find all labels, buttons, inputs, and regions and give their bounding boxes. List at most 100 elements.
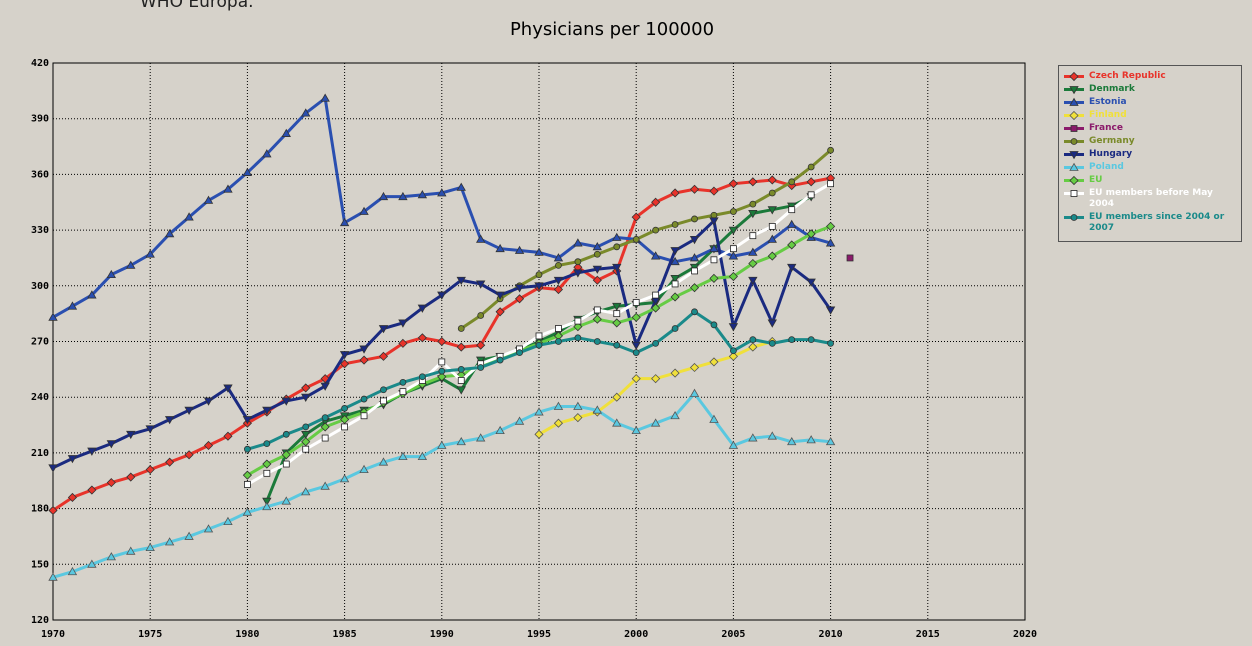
marker	[417, 190, 428, 199]
marker	[1069, 97, 1079, 106]
marker	[399, 388, 407, 396]
marker	[321, 414, 329, 422]
marker	[1070, 190, 1078, 197]
marker	[631, 425, 641, 435]
marker	[477, 312, 485, 319]
marker	[827, 146, 834, 154]
marker	[145, 425, 155, 434]
marker	[126, 430, 136, 440]
marker	[282, 430, 290, 438]
legend-item: Poland	[1063, 162, 1237, 173]
marker	[748, 433, 758, 442]
marker	[1069, 151, 1079, 160]
marker	[787, 263, 797, 273]
marker	[788, 336, 796, 344]
marker	[612, 392, 622, 402]
y-tick-label: 180	[31, 504, 49, 515]
legend-swatch	[1064, 214, 1084, 221]
marker	[456, 276, 466, 286]
marker	[145, 249, 155, 258]
marker	[87, 485, 97, 495]
marker	[709, 273, 719, 283]
marker	[670, 274, 680, 284]
legend-label: EU members since 2004 or 2007	[1089, 212, 1225, 233]
marker	[1069, 86, 1079, 95]
marker	[748, 209, 758, 219]
marker	[573, 269, 583, 278]
marker	[495, 243, 505, 253]
marker	[359, 345, 369, 354]
marker	[553, 276, 564, 286]
marker	[164, 416, 175, 425]
marker	[748, 276, 758, 286]
marker	[281, 496, 291, 505]
marker	[380, 397, 387, 405]
marker	[339, 474, 350, 483]
marker	[787, 240, 797, 250]
legend-item: EU members before May 2004	[1063, 188, 1237, 210]
marker	[359, 355, 369, 365]
marker	[339, 351, 350, 360]
source-note: WHO Europa.	[140, 0, 254, 12]
marker	[689, 388, 700, 397]
x-tick-label: 1995	[527, 629, 551, 640]
marker	[67, 301, 78, 310]
x-tick-label: 2010	[819, 629, 843, 640]
marker	[709, 414, 719, 423]
marker	[748, 342, 758, 352]
marker	[243, 445, 251, 453]
marker	[593, 306, 601, 314]
marker	[437, 336, 447, 347]
y-tick-label: 330	[31, 225, 49, 236]
marker	[457, 325, 465, 332]
marker	[691, 267, 698, 275]
marker	[555, 261, 562, 269]
marker	[380, 386, 387, 394]
marker	[788, 178, 796, 186]
marker	[749, 336, 757, 344]
marker	[106, 440, 117, 449]
marker	[378, 457, 389, 466]
marker	[242, 416, 253, 425]
x-tick-label: 2015	[916, 629, 940, 640]
marker	[807, 163, 815, 171]
marker	[1069, 110, 1079, 121]
marker	[48, 464, 58, 473]
marker	[651, 374, 661, 384]
marker	[223, 431, 233, 441]
legend-label: Denmark	[1089, 84, 1135, 94]
marker	[302, 423, 310, 431]
marker	[301, 437, 311, 447]
marker	[592, 275, 602, 285]
marker	[87, 290, 97, 299]
x-tick-label: 1980	[235, 629, 259, 640]
marker	[631, 312, 641, 322]
marker	[203, 195, 214, 204]
marker	[457, 377, 465, 384]
legend-label: EU	[1089, 175, 1103, 185]
marker	[689, 184, 700, 194]
marker	[612, 232, 622, 241]
marker	[145, 465, 155, 475]
marker	[535, 271, 543, 279]
marker	[48, 572, 58, 581]
marker	[709, 243, 719, 253]
marker	[827, 180, 834, 188]
marker	[728, 251, 739, 260]
legend-item: EU members since 2004 or 2007	[1063, 212, 1237, 234]
marker	[1070, 138, 1078, 145]
marker	[768, 189, 776, 197]
marker	[320, 422, 330, 432]
marker	[534, 407, 544, 416]
marker	[592, 405, 603, 414]
marker	[767, 175, 777, 185]
marker	[670, 368, 680, 378]
marker	[670, 256, 680, 266]
marker	[555, 338, 562, 345]
marker	[534, 429, 544, 439]
marker	[496, 356, 504, 364]
marker	[768, 339, 776, 347]
legend-item: Czech Republic	[1063, 71, 1237, 82]
marker	[710, 211, 718, 219]
